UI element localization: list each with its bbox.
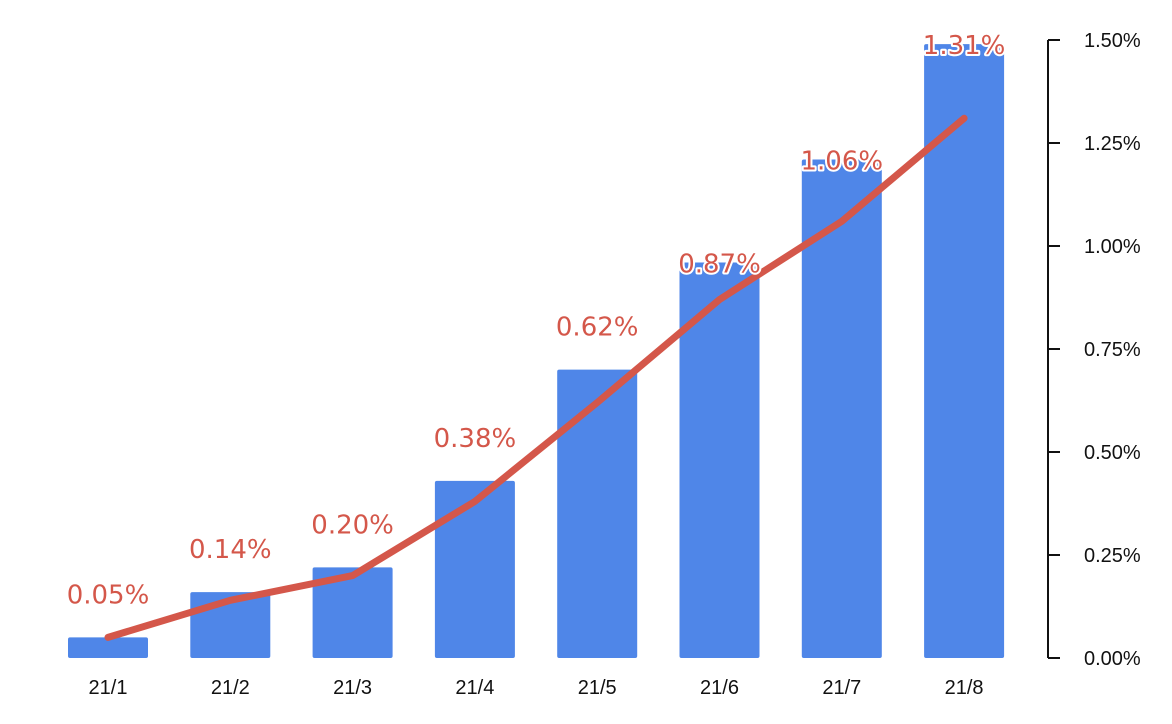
data-label-21-3: 0.20% xyxy=(311,510,394,540)
data-label-21-1: 0.05% xyxy=(67,580,150,610)
data-label-21-2: 0.14% xyxy=(189,535,272,565)
bars-layer xyxy=(68,44,1005,659)
bar-21-3 xyxy=(312,567,393,658)
x-tick-label: 21/8 xyxy=(945,677,984,699)
line-layer xyxy=(104,114,968,641)
bar-21-6 xyxy=(679,262,760,658)
y-tick-label: 1.00% xyxy=(1084,236,1141,258)
y-tick-label: 1.50% xyxy=(1084,30,1141,52)
x-tick-label: 21/3 xyxy=(333,677,372,699)
y-axis: 0.00% 0.25% 0.50% 0.75% 1.00% 1.25% 1.50% xyxy=(1047,30,1141,670)
y-tick-label: 0.00% xyxy=(1084,648,1141,670)
data-label-21-5: 0.62% xyxy=(556,313,639,343)
x-axis: 21/1 21/2 21/3 21/4 21/5 21/6 21/7 21/8 xyxy=(89,677,984,699)
x-tick-label: 21/2 xyxy=(211,677,250,699)
data-label-21-6: 0.87% xyxy=(678,249,761,279)
y-tick-label: 0.75% xyxy=(1084,339,1141,361)
data-label-21-8: 1.31% xyxy=(923,31,1006,61)
data-labels-layer: 0.05% 0.14% 0.20% 0.38% 0.62% 0.87% 1.06% 1.31% xyxy=(65,29,1008,612)
bar-21-7 xyxy=(801,159,882,659)
data-label-21-7: 1.06% xyxy=(800,146,883,176)
y-tick-label: 1.25% xyxy=(1084,133,1141,155)
x-tick-label: 21/5 xyxy=(578,677,617,699)
data-label-21-4: 0.38% xyxy=(434,424,517,454)
bar-21-5 xyxy=(557,369,638,658)
bar-21-1 xyxy=(68,637,148,658)
x-tick-label: 21/7 xyxy=(822,677,861,699)
y-tick-label: 0.25% xyxy=(1084,545,1141,567)
x-tick-label: 21/4 xyxy=(455,677,494,699)
x-tick-label: 21/6 xyxy=(700,677,739,699)
y-tick-label: 0.50% xyxy=(1084,442,1141,464)
bar-21-4 xyxy=(434,480,515,658)
line-series xyxy=(104,114,968,641)
bar-21-8 xyxy=(924,44,1005,659)
x-tick-label: 21/1 xyxy=(89,677,128,699)
